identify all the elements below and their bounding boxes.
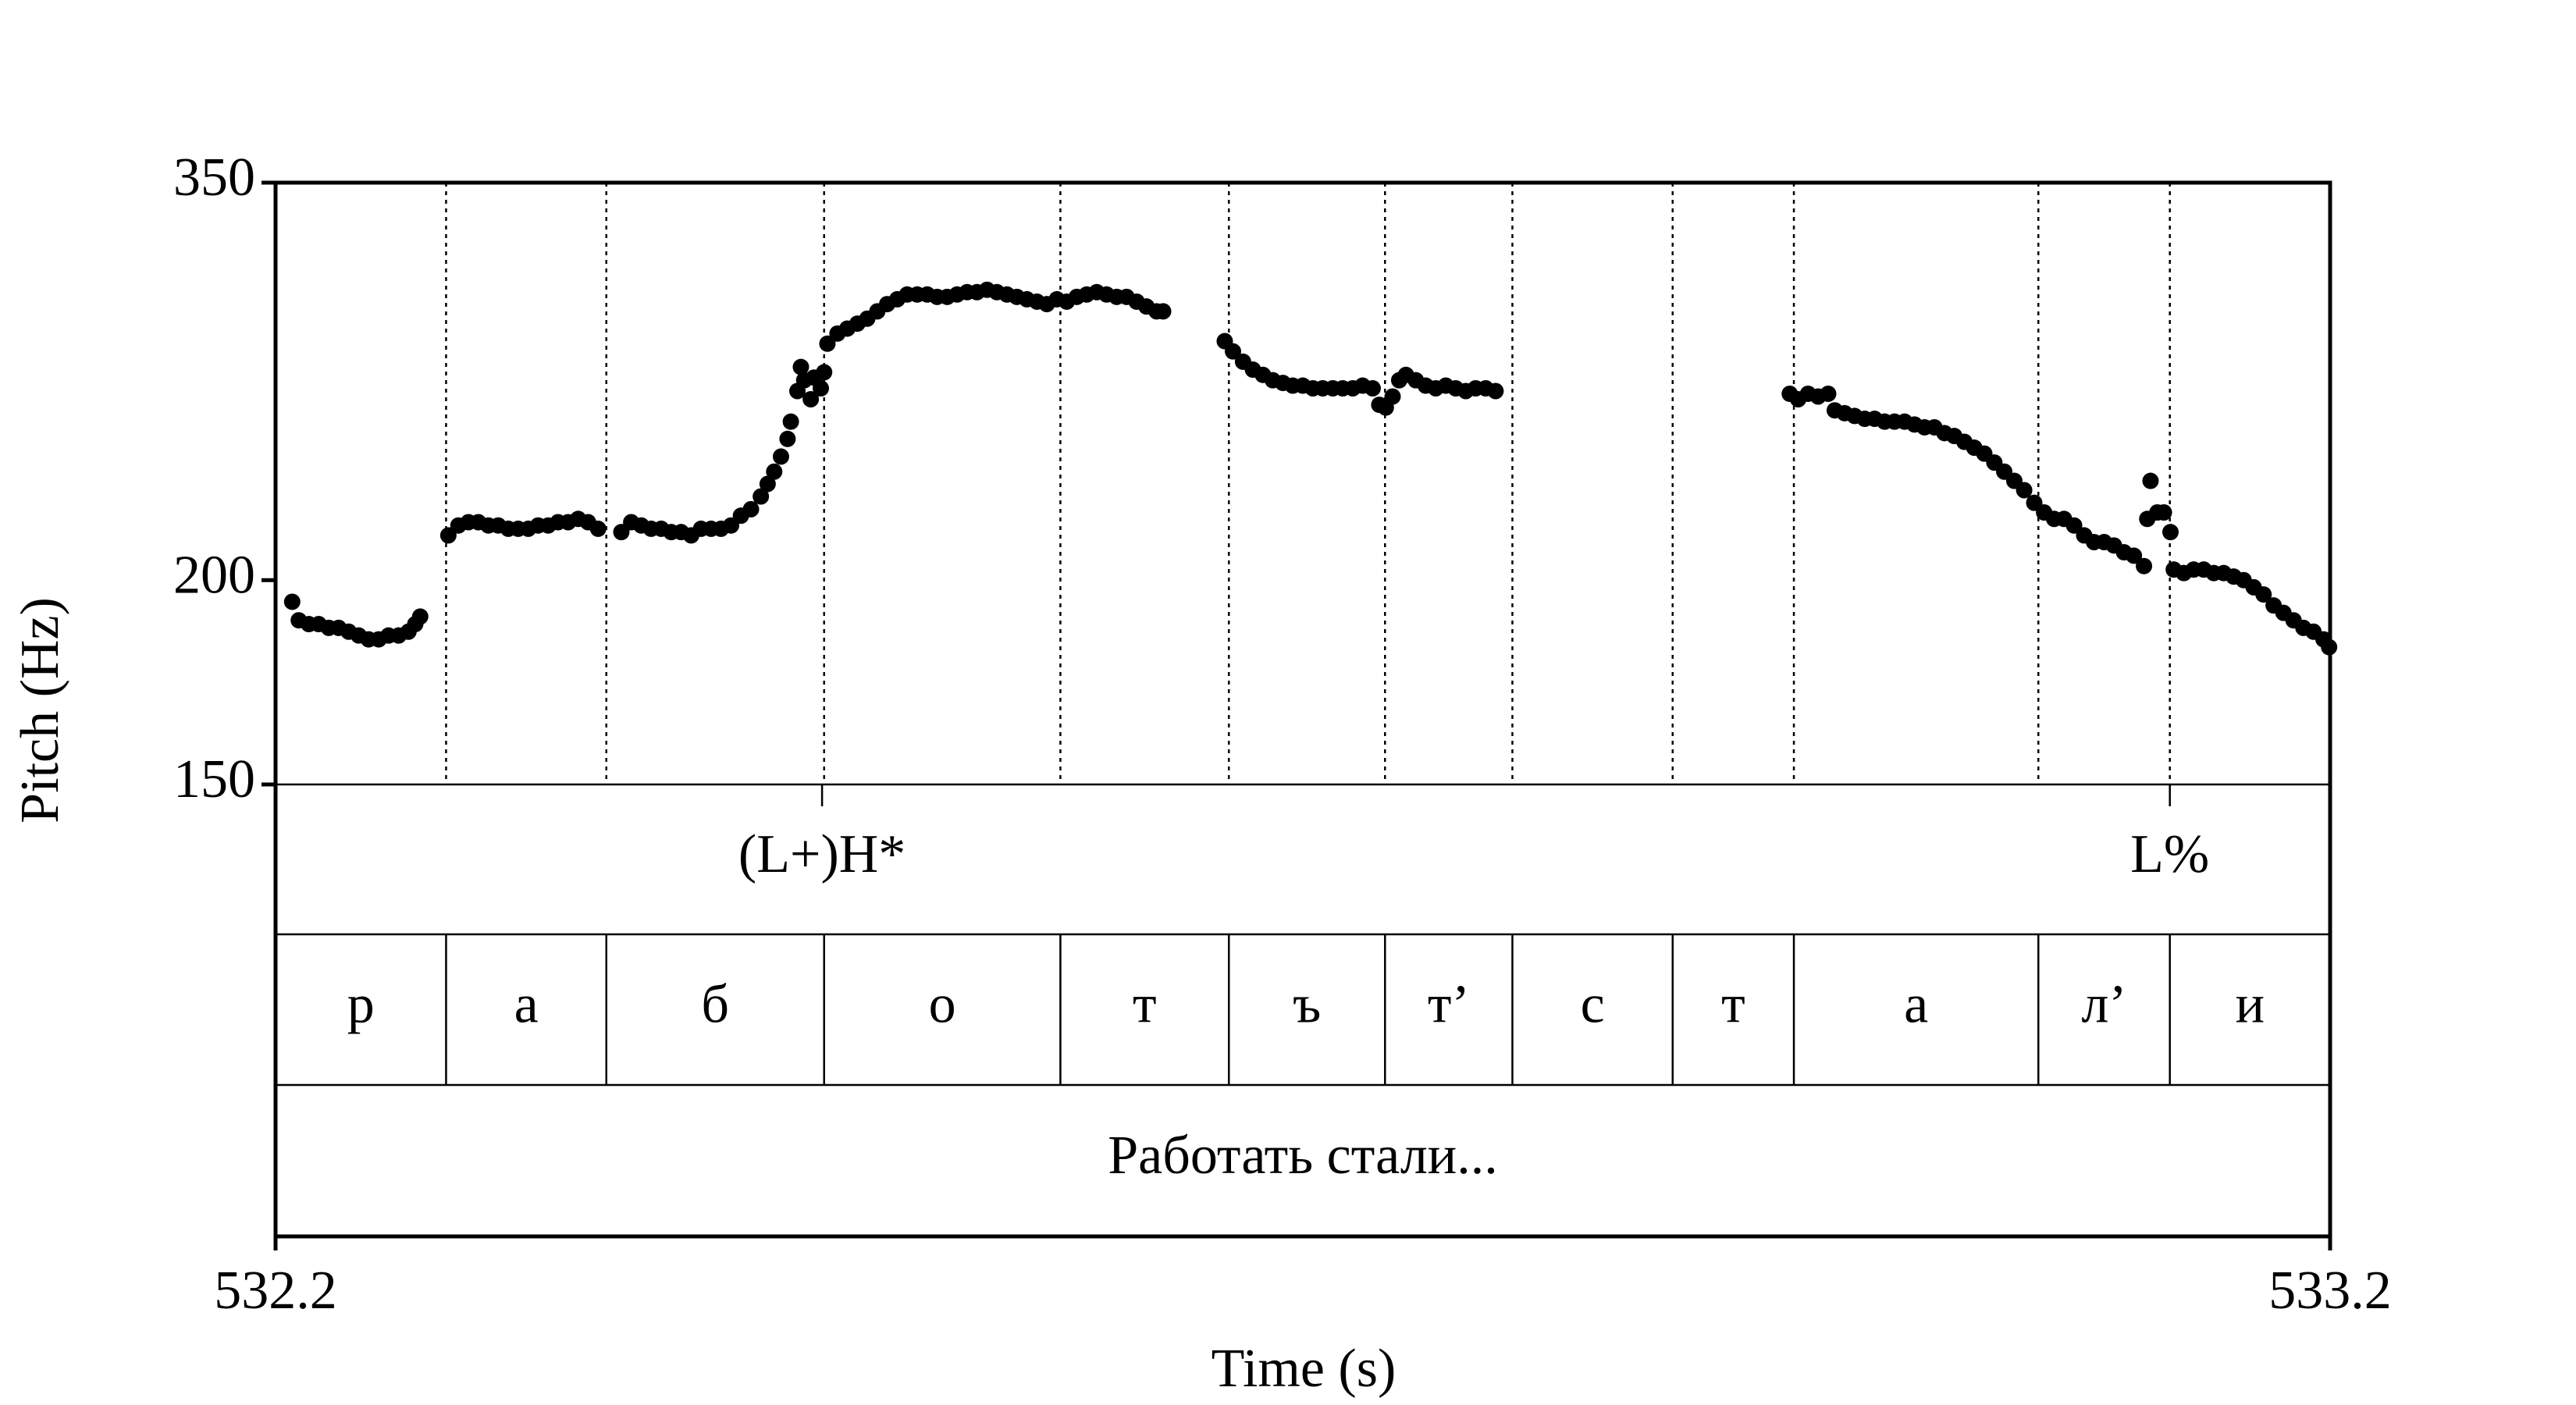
text-tier-label: Работать стали... bbox=[1108, 1126, 1498, 1186]
tone-label: (L+)H* bbox=[738, 824, 906, 884]
x-tick-label: 533.2 bbox=[2268, 1261, 2392, 1321]
segment-label: о bbox=[929, 975, 956, 1035]
segment-label: ъ bbox=[1293, 975, 1321, 1035]
pitch-point bbox=[2126, 547, 2143, 564]
plot-frame bbox=[273, 180, 2332, 1239]
pitch-point bbox=[589, 520, 607, 537]
pitch-point bbox=[2321, 638, 2338, 656]
pitch-point bbox=[439, 527, 457, 544]
pitch-point bbox=[779, 430, 796, 447]
segment-label: а bbox=[514, 975, 539, 1035]
x-tick-label: 532.2 bbox=[214, 1261, 337, 1321]
segment-label: и bbox=[2236, 975, 2265, 1035]
pitch-point bbox=[802, 391, 820, 408]
pitch-point bbox=[1155, 303, 1172, 320]
y-tick-label: 150 bbox=[173, 749, 255, 809]
y-axis-label: Pitch (Hz) bbox=[10, 597, 70, 823]
pitch-point bbox=[1384, 388, 1401, 405]
pitch-point bbox=[813, 380, 830, 397]
segment-label: р bbox=[347, 975, 375, 1035]
segment-label: с bbox=[1581, 975, 1605, 1035]
pitch-point bbox=[759, 475, 776, 493]
pitch-point bbox=[766, 463, 783, 480]
segment-label: л’ bbox=[2081, 975, 2126, 1035]
pitch-point bbox=[753, 488, 770, 505]
segment-label: т bbox=[1721, 975, 1745, 1035]
y-tick-label: 200 bbox=[173, 545, 255, 605]
segment-label: а bbox=[1904, 975, 1928, 1035]
pitch-point bbox=[2065, 517, 2083, 534]
pitch-point bbox=[819, 335, 836, 352]
pitch-point bbox=[792, 358, 809, 375]
pitch-point bbox=[2161, 524, 2179, 541]
segment-label: т’ bbox=[1428, 975, 1470, 1035]
segment-label: б bbox=[701, 975, 729, 1035]
pitch-point bbox=[411, 608, 429, 625]
pitch-point bbox=[1364, 380, 1381, 397]
x-axis-label: Time (s) bbox=[1212, 1339, 1397, 1399]
tone-label: L% bbox=[2130, 824, 2209, 884]
pitch-point bbox=[772, 448, 789, 465]
segment-label: т bbox=[1133, 975, 1157, 1035]
pitch-point bbox=[2155, 503, 2172, 521]
pitch-point bbox=[782, 413, 799, 430]
pitch-point bbox=[2142, 472, 2159, 489]
pitch-point bbox=[2016, 482, 2033, 499]
pitch-point bbox=[2136, 557, 2153, 574]
pitch-point bbox=[1487, 382, 1504, 400]
pitch-point bbox=[816, 364, 833, 381]
pitch-point bbox=[742, 500, 760, 518]
pitch-point bbox=[1225, 343, 1242, 360]
pitch-point bbox=[2255, 586, 2272, 603]
y-tick-label: 350 bbox=[173, 148, 255, 208]
pitch-point bbox=[1820, 385, 1837, 402]
pitch-point bbox=[283, 593, 301, 610]
